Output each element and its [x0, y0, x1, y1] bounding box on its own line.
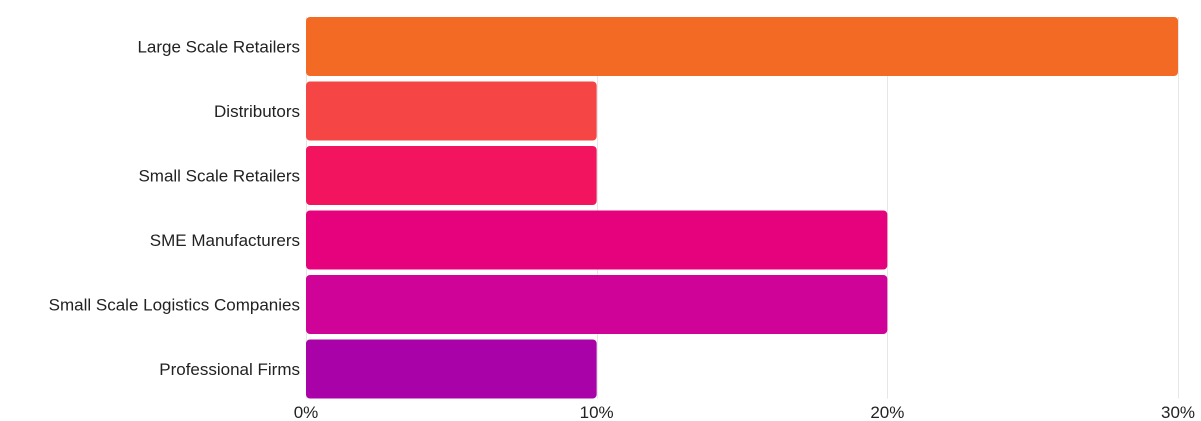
x-tick-label: 10%	[580, 403, 614, 421]
x-tick-label: 20%	[870, 403, 904, 421]
bar[interactable]	[306, 339, 597, 399]
bar[interactable]	[306, 275, 888, 334]
bars	[306, 17, 1178, 399]
bar[interactable]	[306, 210, 888, 270]
x-tick-label: 30%	[1161, 403, 1195, 421]
category-label: Small Scale Retailers	[138, 167, 300, 186]
x-axis-ticks: 0% 10% 20% 30%	[294, 403, 1195, 421]
category-label: Small Scale Logistics Companies	[49, 296, 300, 315]
category-labels: Large Scale Retailers Distributors Small S…	[49, 38, 300, 380]
bar[interactable]	[306, 146, 597, 205]
bar[interactable]	[306, 17, 1178, 76]
bar[interactable]	[306, 81, 597, 141]
category-label: Professional Firms	[159, 360, 300, 379]
x-tick-label: 0%	[294, 403, 319, 421]
category-label: Distributors	[214, 102, 300, 121]
category-label: SME Manufacturers	[150, 231, 300, 250]
category-label: Large Scale Retailers	[137, 38, 300, 57]
gridlines	[306, 17, 1179, 399]
